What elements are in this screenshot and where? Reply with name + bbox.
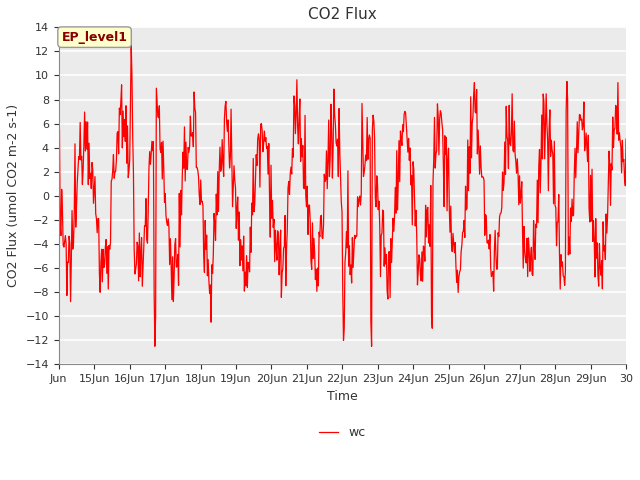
wc xyxy=(276,227,284,233)
wc xyxy=(255,137,263,143)
wc xyxy=(622,136,630,142)
wc xyxy=(55,120,63,126)
wc xyxy=(227,106,235,112)
Line: wc: wc xyxy=(59,45,626,346)
wc xyxy=(151,343,159,349)
Text: EP_level1: EP_level1 xyxy=(61,31,127,44)
wc xyxy=(127,42,135,48)
wc xyxy=(435,113,442,119)
wc xyxy=(122,139,129,144)
Y-axis label: CO2 Flux (umol CO2 m-2 s-1): CO2 Flux (umol CO2 m-2 s-1) xyxy=(7,104,20,288)
Legend: wc: wc xyxy=(314,421,371,444)
wc xyxy=(403,123,410,129)
Title: CO2 Flux: CO2 Flux xyxy=(308,7,377,22)
X-axis label: Time: Time xyxy=(327,390,358,403)
